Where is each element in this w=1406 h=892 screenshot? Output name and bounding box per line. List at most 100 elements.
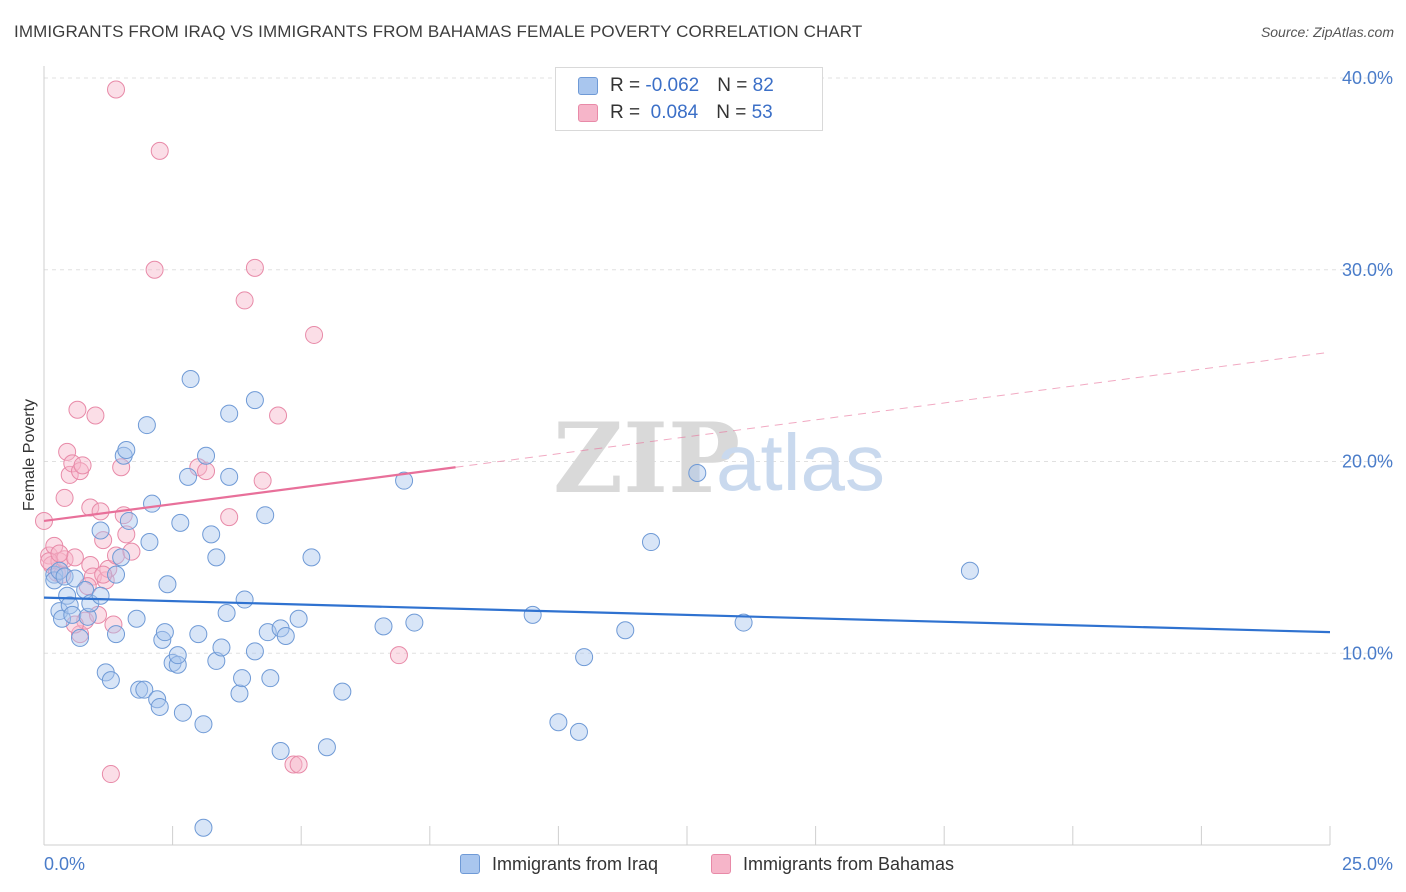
iraq-r-value: -0.062 — [645, 75, 700, 96]
axes — [43, 66, 1331, 846]
bottom-iraq-label: Immigrants from Iraq — [492, 853, 659, 874]
bahamas-points — [35, 80, 408, 784]
iraq-point-8 — [63, 605, 82, 624]
bahamas-point-8 — [55, 488, 74, 507]
iraq-trend-line — [43, 596, 1331, 634]
iraq-point-25 — [130, 680, 149, 699]
iraq-point-72 — [569, 722, 588, 741]
y-axis-label: Female Poverty — [21, 399, 38, 511]
bottom-bahamas-label: Immigrants from Bahamas — [743, 853, 955, 874]
source-label: Source: ZipAtlas.com — [1260, 24, 1394, 40]
iraq-point-46 — [207, 651, 226, 670]
bahamas-point-21 — [86, 406, 105, 425]
iraq-point-71 — [549, 713, 568, 732]
iraq-n-value: 82 — [752, 75, 774, 96]
legend-row-bahamas: R = 0.084 N = 53 — [578, 100, 773, 126]
bahamas-point-34 — [107, 80, 126, 99]
bahamas-point-51 — [94, 565, 113, 584]
bahamas-point-45 — [289, 755, 308, 774]
iraq-r-label: R = — [610, 75, 646, 96]
iraq-point-73 — [575, 648, 594, 667]
iraq-point-68 — [395, 471, 414, 490]
iraq-point-10 — [71, 628, 90, 647]
iraq-point-26 — [135, 680, 154, 699]
iraq-point-66 — [333, 682, 352, 701]
iraq-point-76 — [688, 464, 707, 483]
bahamas-n-value: 53 — [751, 102, 773, 123]
iraq-point-41 — [181, 370, 200, 389]
iraq-point-61 — [271, 742, 290, 761]
bahamas-point-33 — [122, 542, 141, 561]
iraq-point-24 — [127, 609, 146, 628]
bahamas-point-12 — [65, 548, 84, 567]
bottom-iraq-swatch — [460, 854, 480, 874]
bahamas-point-13 — [68, 400, 87, 419]
iraq-point-62 — [276, 626, 295, 645]
bottom-bahamas-swatch — [711, 854, 731, 874]
y-tick-label-1: 20.0% — [1342, 452, 1393, 472]
bahamas-point-15 — [73, 456, 92, 475]
bahamas-point-9 — [58, 442, 77, 461]
iraq-point-40 — [179, 467, 198, 486]
iraq-point-12 — [78, 607, 97, 626]
iraq-point-27 — [137, 416, 156, 435]
x-tick-label-1: 25.0% — [1342, 854, 1393, 874]
bahamas-point-39 — [220, 508, 239, 527]
iraq-point-19 — [107, 565, 126, 584]
bahamas-point-40 — [235, 291, 254, 310]
iraq-point-52 — [230, 684, 249, 703]
bahamas-point-49 — [50, 544, 69, 563]
bahamas-point-19 — [81, 556, 100, 575]
bahamas-r-label: R = — [610, 102, 646, 123]
correlation-legend: R = -0.062 N = 82 R = 0.084 N = 53 — [555, 67, 823, 131]
x-tick-label-0: 0.0% — [44, 854, 85, 874]
iraq-point-47 — [207, 548, 226, 567]
bahamas-point-46 — [305, 325, 324, 344]
bahamas-point-35 — [145, 260, 164, 279]
y-tick-label-3: 40.0% — [1342, 68, 1393, 88]
bahamas-point-43 — [269, 406, 288, 425]
iraq-point-63 — [289, 609, 308, 628]
iraq-point-1 — [45, 571, 64, 590]
chart-title: IMMIGRANTS FROM IRAQ VS IMMIGRANTS FROM … — [14, 22, 863, 41]
bottom-legend-bahamas: Immigrants from Bahamas — [711, 852, 954, 876]
iraq-point-56 — [245, 391, 264, 410]
y-tick-label-0: 10.0% — [1342, 643, 1393, 663]
watermark-zip: ZIP — [553, 402, 740, 515]
bahamas-n-label: N = — [716, 102, 752, 123]
grid — [44, 77, 1392, 654]
iraq-point-20 — [112, 548, 131, 567]
bahamas-point-42 — [253, 471, 272, 490]
trend-lines — [43, 351, 1331, 634]
watermark-atlas: atlas — [716, 418, 885, 507]
iraq-point-2 — [50, 561, 69, 580]
iraq-n-label: N = — [717, 75, 753, 96]
iraq-point-44 — [197, 446, 216, 465]
iraq-point-42 — [189, 625, 208, 644]
iraq-point-37 — [168, 646, 187, 665]
iraq-point-59 — [261, 669, 280, 688]
iraq-point-45 — [202, 525, 221, 544]
bahamas-point-41 — [245, 258, 264, 277]
iraq-point-65 — [317, 738, 336, 757]
bahamas-point-10 — [60, 465, 79, 484]
bahamas-point-44 — [284, 755, 303, 774]
y-tick-label-2: 30.0% — [1342, 260, 1393, 280]
bahamas-point-36 — [150, 141, 169, 160]
iraq-point-17 — [101, 671, 120, 690]
iraq-point-36 — [168, 655, 187, 674]
iraq-points — [45, 370, 979, 837]
iraq-swatch — [578, 77, 598, 95]
iraq-point-31 — [150, 697, 169, 716]
iraq-point-18 — [107, 625, 126, 644]
iraq-point-75 — [641, 533, 660, 552]
iraq-point-14 — [91, 586, 110, 605]
bahamas-r-value: 0.084 — [645, 102, 699, 123]
bahamas-point-16 — [71, 625, 90, 644]
iraq-point-15 — [91, 521, 110, 540]
iraq-point-9 — [65, 569, 84, 588]
iraq-point-79 — [194, 818, 213, 837]
iraq-point-51 — [220, 404, 239, 423]
iraq-point-23 — [119, 511, 138, 530]
